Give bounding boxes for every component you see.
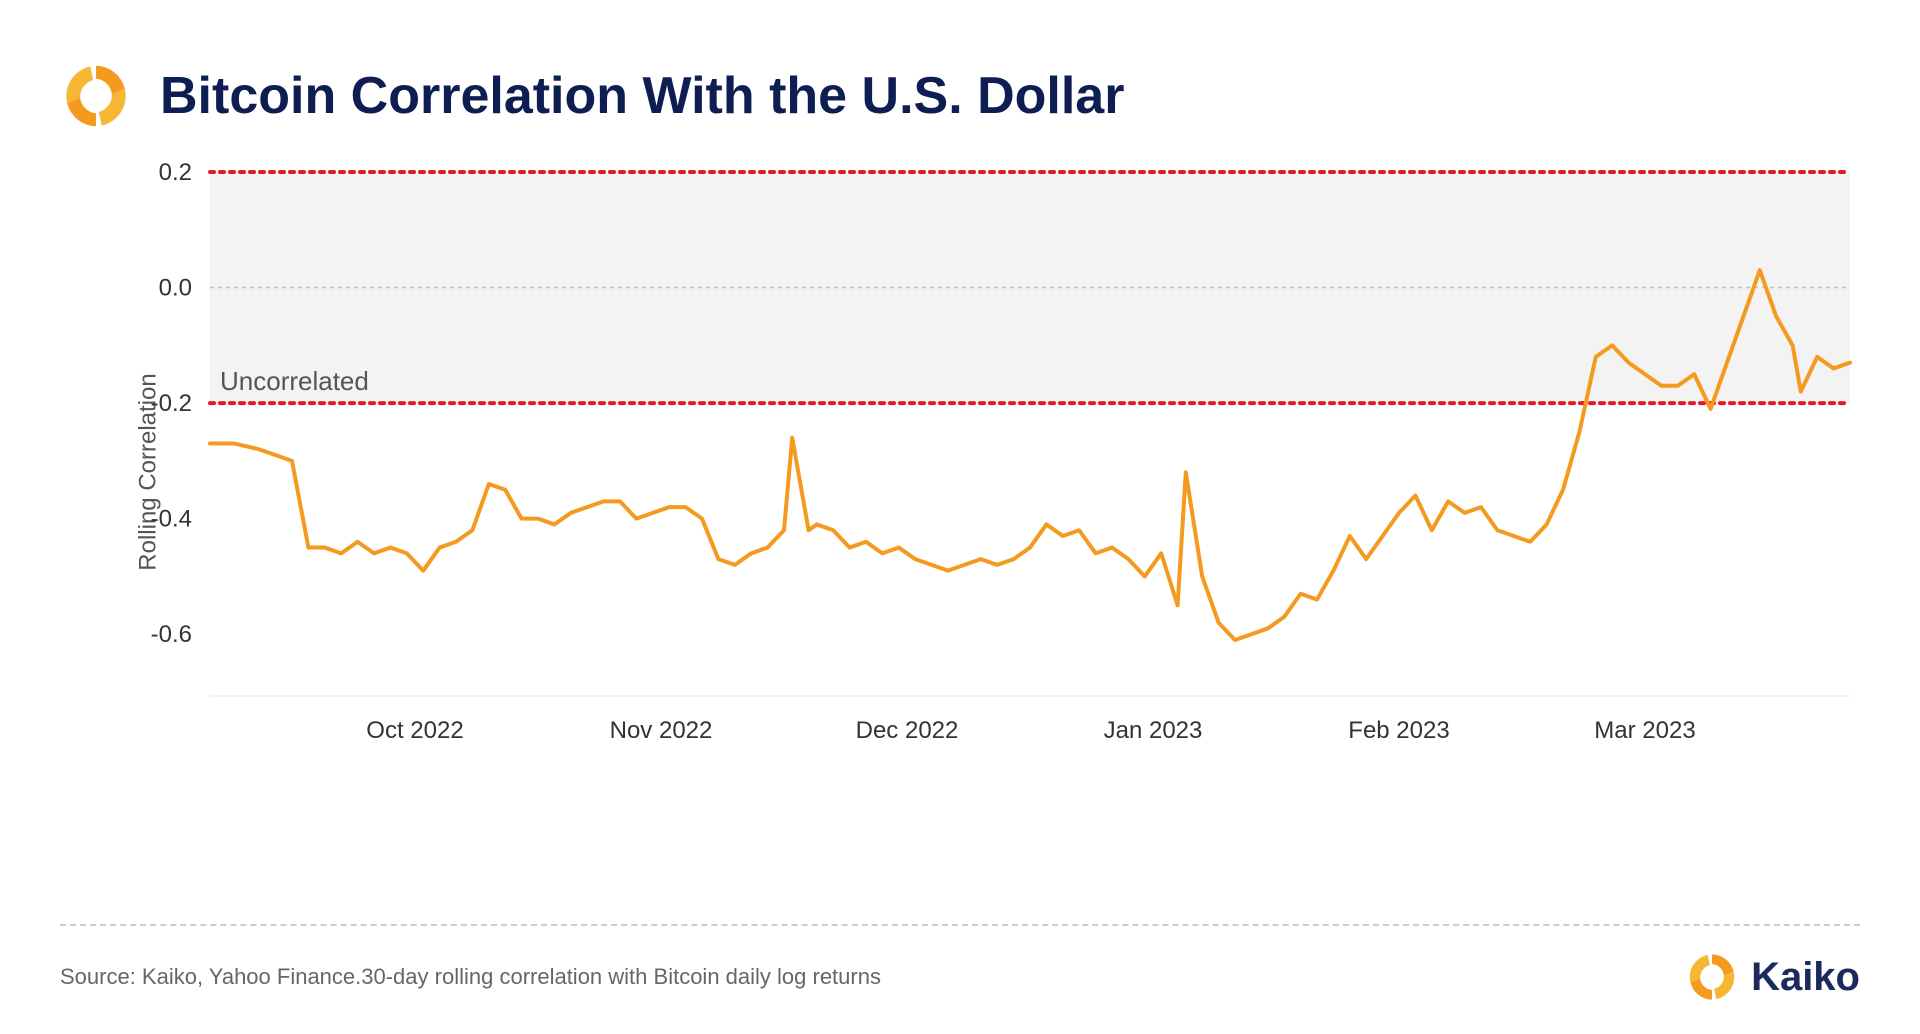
svg-text:0.2: 0.2 bbox=[159, 162, 192, 186]
svg-text:Feb 2023: Feb 2023 bbox=[1348, 717, 1449, 744]
svg-text:Uncorrelated: Uncorrelated bbox=[220, 366, 369, 396]
page: Bitcoin Correlation With the U.S. Dollar… bbox=[0, 0, 1920, 1034]
kaiko-footer-logo-icon bbox=[1685, 950, 1739, 1004]
svg-text:Dec 2022: Dec 2022 bbox=[856, 717, 959, 744]
brand: Kaiko bbox=[1685, 950, 1860, 1004]
svg-text:Jan 2023: Jan 2023 bbox=[1104, 717, 1203, 744]
svg-text:-0.4: -0.4 bbox=[151, 506, 192, 533]
brand-name: Kaiko bbox=[1751, 955, 1860, 1000]
chart-area: Rolling Correlation 0.20.0-0.2-0.4-0.6Oc… bbox=[60, 162, 1860, 782]
svg-text:Nov 2022: Nov 2022 bbox=[610, 717, 713, 744]
svg-text:Oct 2022: Oct 2022 bbox=[366, 717, 463, 744]
footer: Source: Kaiko, Yahoo Finance.30-day roll… bbox=[60, 924, 1860, 1004]
svg-text:-0.2: -0.2 bbox=[151, 390, 192, 417]
svg-text:Mar 2023: Mar 2023 bbox=[1594, 717, 1695, 744]
chart-title: Bitcoin Correlation With the U.S. Dollar bbox=[160, 66, 1124, 126]
line-chart: 0.2 0.0 -0.2 -0.4 -0.6 Oct 2022 Nov 2022 Dec 20… bbox=[60, 162, 1860, 782]
svg-text:-0.6: -0.6 bbox=[151, 621, 192, 648]
header: Bitcoin Correlation With the U.S. Dollar bbox=[60, 60, 1860, 132]
svg-text:0.0: 0.0 bbox=[159, 275, 192, 302]
source-text: Source: Kaiko, Yahoo Finance.30-day roll… bbox=[60, 964, 881, 990]
kaiko-logo-icon bbox=[60, 60, 132, 132]
